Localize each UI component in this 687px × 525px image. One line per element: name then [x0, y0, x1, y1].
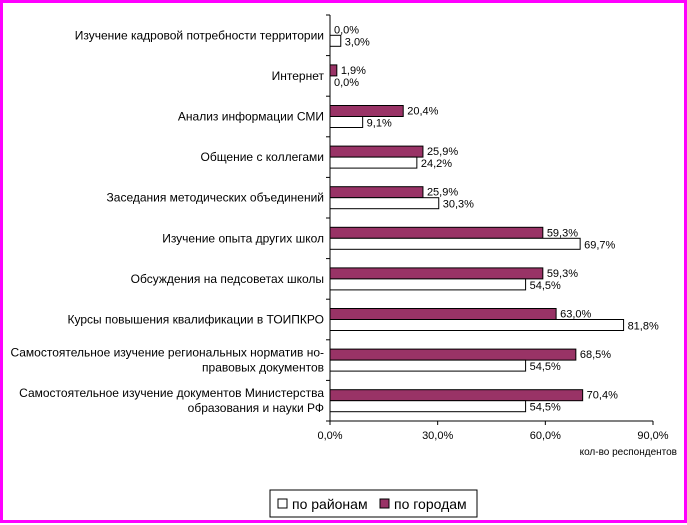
value-label-city: 1,9%: [341, 65, 366, 77]
category-label: образования и науки РФ: [188, 401, 324, 415]
value-label-district: 30,3%: [443, 199, 474, 211]
bar-district: [329, 34, 342, 47]
value-label-district: 9,1%: [367, 118, 392, 130]
category-label: правовых документов: [202, 361, 324, 375]
category-label: Курсы повышения квалификации в ТОИПКРО: [67, 313, 324, 327]
value-label-city: 70,4%: [587, 390, 618, 402]
value-label-district: 54,5%: [530, 361, 561, 373]
bar-district: [329, 359, 527, 372]
value-label-district: 24,2%: [421, 158, 452, 170]
legend-box: [269, 489, 478, 518]
bar-city: [329, 105, 404, 117]
value-label-district: 0,0%: [334, 77, 359, 89]
bar-city: [329, 348, 577, 361]
bar-district: [329, 197, 440, 210]
value-label-district: 3,0%: [345, 36, 370, 48]
value-label-city: 25,9%: [427, 146, 458, 158]
value-label-city: 59,3%: [547, 268, 578, 280]
bar-city: [329, 389, 584, 402]
value-label-district: 54,5%: [530, 402, 561, 414]
value-label-city: 59,3%: [547, 227, 578, 239]
bar-district: [329, 400, 527, 413]
bar-city: [329, 226, 544, 239]
bar-district: [329, 116, 364, 128]
bar-chart: 0,0% 30,0% 60,0% 90,0% кол-во респондентов 0,…: [10, 14, 677, 518]
category-label: Интернет: [272, 69, 325, 83]
bar-district: [329, 319, 625, 331]
bar-city: [329, 186, 424, 199]
bar-district: [329, 278, 527, 291]
value-label-district: 54,5%: [530, 280, 561, 292]
bar-district: [329, 156, 418, 169]
value-label-city: 0,0%: [334, 24, 359, 36]
category-label: Общение с коллегами: [200, 150, 324, 164]
legend-swatch-district: [277, 498, 288, 509]
legend-swatch-city: [379, 498, 390, 509]
category-label: Изучение опыта других школ: [162, 231, 324, 245]
legend-label-city: по городам: [394, 496, 467, 512]
category-label: Обсуждения на педсоветах школы: [131, 272, 324, 286]
bar-district: [329, 237, 581, 250]
value-label-city: 25,9%: [427, 187, 458, 199]
bar-city: [329, 64, 338, 77]
x-tick-label: 30,0%: [422, 430, 453, 442]
x-tick-label: 90,0%: [637, 430, 668, 442]
x-axis-title: кол-во респондентов: [580, 447, 677, 458]
x-tick-label: 60,0%: [530, 430, 561, 442]
value-label-city: 63,0%: [560, 309, 591, 321]
category-label: Самостоятельное изучение документов Мини…: [19, 386, 324, 400]
bar-city: [329, 267, 544, 280]
category-label: Изучение кадровой потребности территории: [75, 28, 324, 42]
category-label: Анализ информации СМИ: [178, 110, 324, 124]
legend-label-district: по районам: [292, 496, 368, 512]
value-label-district: 69,7%: [584, 239, 615, 251]
value-label-city: 20,4%: [407, 106, 438, 118]
x-tick-label: 0,0%: [317, 430, 342, 442]
bar-city: [329, 145, 424, 158]
category-label: Заседания методических объединений: [107, 191, 324, 205]
value-label-district: 81,8%: [628, 321, 659, 333]
value-label-city: 68,5%: [580, 349, 611, 361]
category-label: Самостоятельное изучение региональных но…: [10, 346, 324, 360]
bar-city: [329, 308, 557, 320]
